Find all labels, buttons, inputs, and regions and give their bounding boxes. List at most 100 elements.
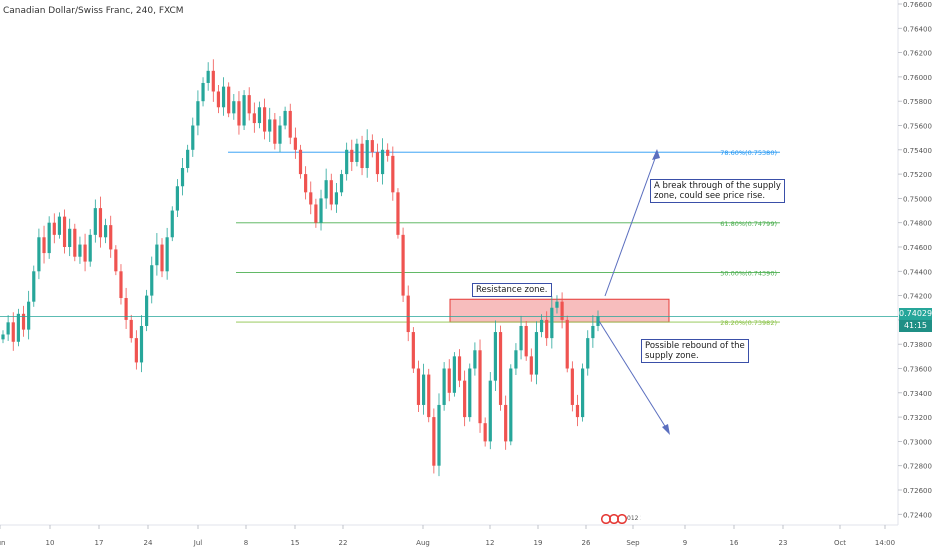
candle-body [391, 155, 395, 193]
candle-body [124, 298, 128, 320]
candle-body [473, 350, 477, 369]
candle-body [514, 350, 518, 369]
current-price-tag: 0.74029 [899, 308, 932, 320]
candle-body [509, 368, 513, 442]
candle-body [483, 423, 487, 442]
price-tick-label: 0.76600 [903, 1, 932, 9]
rebound-note[interactable]: Possible rebound of the supply zone. [641, 339, 749, 363]
price-tick-label: 0.74200 [903, 293, 932, 301]
candle-body [463, 380, 467, 418]
candle-body [365, 140, 369, 169]
time-tick-label: 23 [779, 539, 788, 547]
candle-body [329, 180, 333, 205]
candle-body [160, 244, 164, 272]
time-tick-label: Jun [0, 539, 5, 547]
candle-body [304, 174, 308, 193]
price-axis[interactable]: 0.76600 0.76400 0.76200 0.76000 0.75800 0.756… [898, 1, 932, 519]
candle-body [550, 307, 554, 339]
candle-body [411, 332, 415, 369]
candle-body [257, 107, 262, 124]
candle-body [386, 149, 390, 156]
time-tick-label: 26 [582, 539, 591, 547]
candle-body [298, 149, 303, 175]
svg-text:012 2: 012 2 [627, 515, 641, 522]
time-tick-label: Jul [193, 539, 203, 547]
time-tick-label: 19 [534, 539, 543, 547]
candle-body [262, 107, 267, 132]
price-tick-label: 0.75800 [903, 98, 932, 106]
candle-body [155, 244, 159, 266]
candle-body [175, 186, 179, 211]
price-tick-label: 0.75400 [903, 147, 932, 155]
price-tick-label: 0.73400 [903, 390, 932, 398]
candle-body [196, 101, 200, 126]
candle-body [216, 91, 221, 108]
candle-body [273, 119, 277, 144]
candle-body [242, 95, 246, 126]
fib-level-label: 61.80%(0.74799) [720, 220, 777, 228]
price-tick-label: 0.75000 [903, 195, 932, 203]
candle-body [186, 149, 190, 169]
candle-body [73, 228, 77, 257]
candle-body [232, 101, 236, 114]
time-tick-label: 16 [730, 539, 739, 547]
candle-body [119, 271, 123, 299]
price-tick-label: 0.74400 [903, 268, 932, 276]
candle-body [211, 70, 215, 92]
fibonacci-retracement[interactable]: 78.60%(0.75380) 61.80%(0.74799) 50.00%(0.7… [228, 149, 780, 327]
candle-body [191, 125, 195, 150]
time-tick-label: 10 [46, 539, 55, 547]
candle-body [1, 334, 5, 340]
candle-body [498, 332, 503, 405]
break-through-note[interactable]: A break through of the supply zone, coul… [650, 179, 785, 203]
time-axis[interactable]: Jun 10 17 24 Jul 8 15 22 Aug 12 19 26 Sep 9 16 23 Oct 14:… [0, 525, 895, 547]
fib-level-label: 28.20%(0.73982) [720, 319, 777, 327]
price-tick-label: 0.73800 [903, 341, 932, 349]
time-tick-label: 24 [144, 539, 153, 547]
bearish-arrow[interactable] [598, 320, 670, 435]
candle-body [432, 417, 436, 466]
candle-body [150, 265, 154, 296]
candle-body [560, 301, 564, 320]
candle-body [129, 319, 133, 339]
candle-body [201, 82, 205, 102]
candle-body [83, 244, 87, 262]
time-tick-label: 8 [244, 539, 248, 547]
candle-body [180, 168, 185, 187]
price-tick-label: 0.73200 [903, 414, 932, 422]
candle-body [586, 338, 590, 369]
candle-body [539, 319, 544, 333]
candle-body [396, 192, 400, 235]
bullish-arrow[interactable] [604, 149, 660, 297]
candle-body [570, 368, 574, 405]
candle-body [21, 313, 26, 330]
candle-body [237, 101, 241, 126]
candle-body [206, 70, 210, 83]
candle-body [114, 249, 118, 272]
candle-body [6, 322, 10, 335]
resistance-zone[interactable] [449, 298, 670, 323]
price-tick-label: 0.75600 [903, 123, 932, 131]
candle-body [252, 113, 256, 124]
candle-body [293, 137, 297, 150]
candle-body [278, 125, 282, 144]
candle-body [247, 95, 251, 114]
candle-body [422, 374, 426, 405]
candle-body [529, 356, 533, 375]
candle-body [52, 222, 56, 235]
time-tick-label: Oct [834, 539, 846, 547]
candle-body [478, 350, 482, 424]
tradingview-logo: 012 2 [601, 514, 641, 524]
price-tick-label: 0.76400 [903, 25, 932, 33]
candle-body [268, 119, 272, 132]
price-tick-label: 0.72400 [903, 511, 932, 519]
candle-body [78, 244, 82, 257]
candle-body [596, 316, 600, 326]
resistance-zone-label[interactable]: Resistance zone. [472, 283, 552, 297]
candle-body [42, 237, 46, 254]
candle-body [37, 237, 41, 272]
candle-body [324, 180, 328, 199]
price-tick-label: 0.73600 [903, 366, 932, 374]
bar-countdown-tag: 41:15 [899, 320, 932, 332]
